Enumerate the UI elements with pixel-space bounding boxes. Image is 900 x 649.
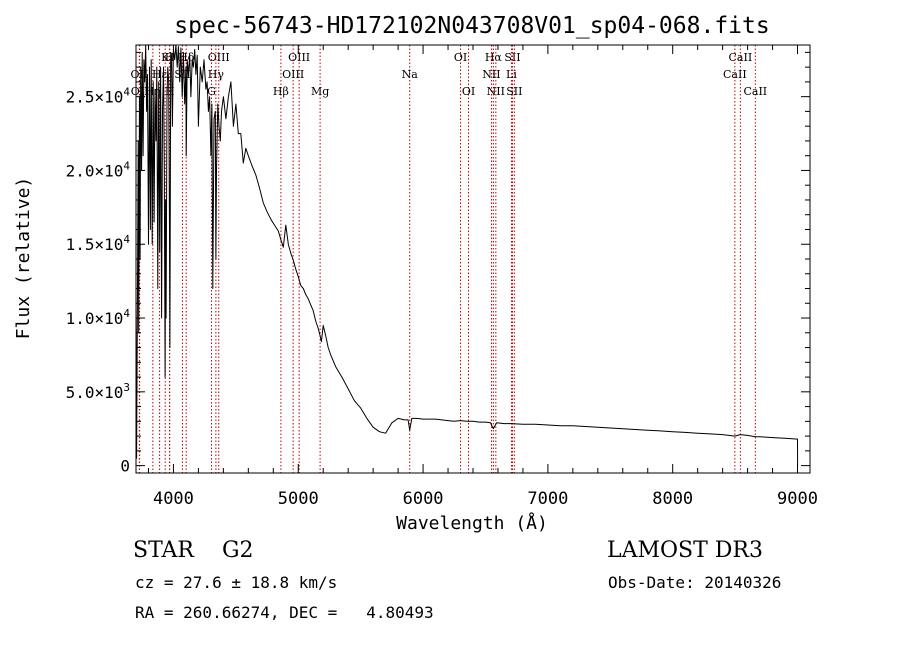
- observation-date: Obs-Date: 20140326: [608, 573, 782, 592]
- x-axis-label: Wavelength (Å): [396, 512, 548, 534]
- flux-series: [136, 45, 799, 466]
- spectral-line-label: H: [165, 85, 175, 98]
- spectral-line-label: Mg: [311, 85, 329, 98]
- x-tick-label: 7000: [527, 489, 568, 509]
- spectral-line-label: NII: [487, 85, 505, 98]
- y-axis-label: Flux (relative): [13, 177, 34, 340]
- y-tick-label: 0: [120, 457, 130, 476]
- spectral-line-label: OI: [462, 85, 475, 98]
- x-tick-label: 6000: [403, 489, 444, 509]
- spectral-line-label: Hε: [152, 68, 168, 81]
- spectral-line-label: CaII: [743, 85, 767, 98]
- spectral-line-label: Li: [506, 68, 517, 81]
- y-tick-label: 2.0×104: [66, 159, 131, 180]
- spectral-line-label: Hδ: [178, 51, 195, 64]
- x-tick-label: 5000: [278, 489, 319, 509]
- x-tick-label: 9000: [777, 489, 818, 509]
- y-tick-label: 2.5×104: [66, 86, 131, 107]
- redshift-velocity: cz = 27.6 ± 18.8 km/s: [135, 573, 338, 592]
- spectral-line-label: Na: [402, 68, 419, 81]
- spectral-line-label: SII: [504, 51, 520, 64]
- spectral-line-label: Hα: [485, 51, 503, 64]
- ra-dec-coordinates: RA = 260.66274, DEC = 4.80493: [135, 603, 434, 622]
- chart-title: spec-56743-HD172102N043708V01_sp04-068.f…: [174, 13, 769, 39]
- spectral-line-label: OI: [454, 51, 467, 64]
- spectral-line-label: OIII: [288, 51, 310, 64]
- flux-line: [136, 45, 799, 466]
- object-class: STAR G2: [133, 538, 254, 563]
- spectral-line-label: CaII: [729, 51, 753, 64]
- y-tick-label: 1.0×104: [66, 307, 131, 328]
- x-tick-label: 8000: [652, 489, 693, 509]
- spectral-line-label: OIII: [208, 51, 230, 64]
- spectral-line-label: CaII: [723, 68, 747, 81]
- spectral-line-label: G: [207, 85, 216, 98]
- spectral-line-label: Hβ: [273, 85, 289, 98]
- spectral-line-label: Hγ: [208, 68, 225, 81]
- y-tick-label: 1.5×104: [66, 233, 131, 254]
- survey-name: LAMOST DR3: [607, 538, 763, 563]
- spectral-line-label: H: [165, 51, 175, 64]
- plot-frame: [135, 44, 811, 474]
- spectral-line-label: OIII: [282, 68, 304, 81]
- x-tick-label: 4000: [153, 489, 194, 509]
- plot-axes: 4000 5000 6000 7000 8000 9000 0 5.0×103 1.0×104 1…: [66, 44, 818, 509]
- spectral-line-label: SII: [506, 85, 522, 98]
- y-tick-label: 5.0×103: [66, 381, 130, 402]
- spectral-line-label: NII: [482, 68, 500, 81]
- spectral-line-label: K: [161, 51, 170, 64]
